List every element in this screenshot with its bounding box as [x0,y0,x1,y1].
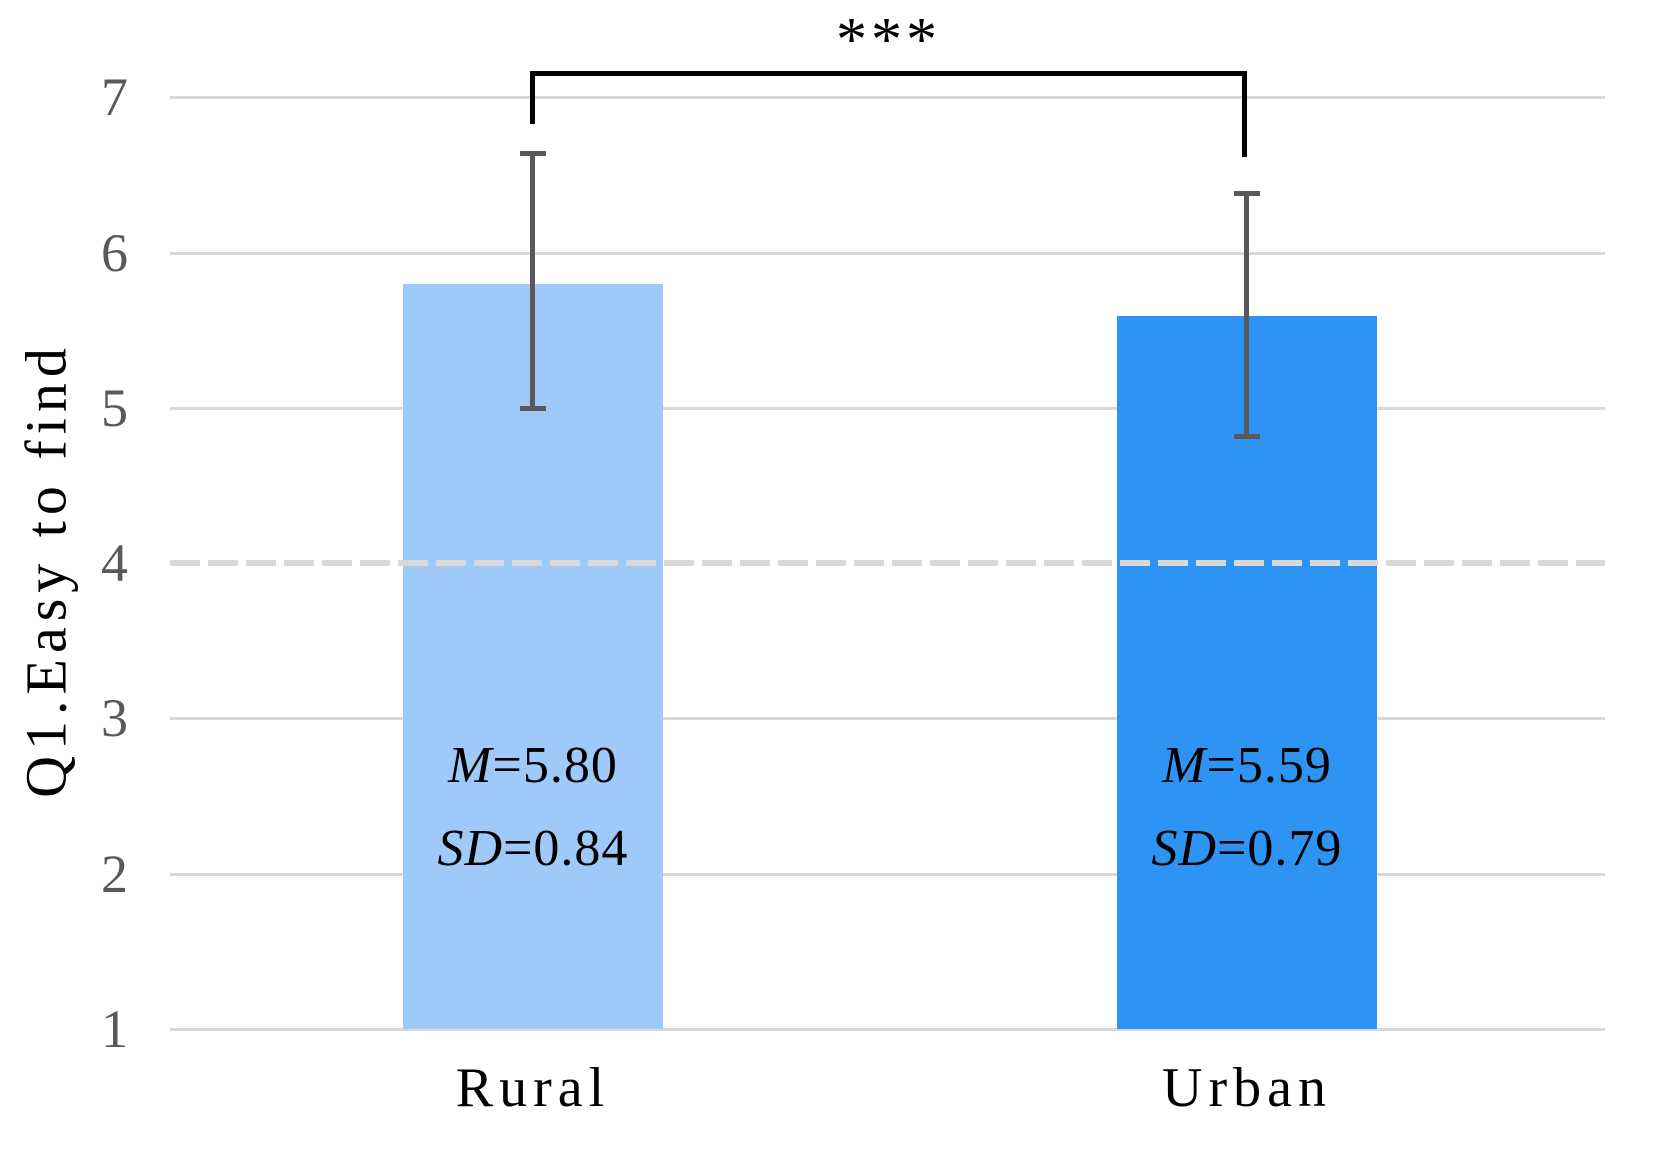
bar-urban-mean-annotation: M=5.59 [1117,738,1377,794]
y-tick-label-1: 1 [101,999,128,1059]
significance-bracket-right-leg [1242,71,1247,157]
bar-rural-sd-annotation: SD=0.84 [403,821,663,877]
gridline-1-baseline [170,1028,1605,1031]
x-label-rural: Rural [455,1057,611,1119]
y-tick-label-5: 5 [101,378,128,438]
bar-urban-sd-annotation: SD=0.79 [1117,821,1377,877]
error-bar-urban-line [1244,193,1249,437]
x-label-urban: Urban [1162,1057,1332,1119]
bar-rural-mean-annotation: M=5.80 [403,738,663,794]
sd-value: =0.79 [1217,820,1343,877]
reference-line-midpoint [170,560,1605,566]
significance-bracket-left-leg [530,71,535,124]
y-tick-label-7: 7 [101,67,128,127]
error-bar-rural-cap-bottom [520,406,546,411]
gridline-7 [170,96,1605,99]
y-tick-label-4: 4 [101,533,128,593]
mean-value: =5.59 [1206,737,1332,794]
error-bar-urban-cap-bottom [1234,434,1260,439]
significance-stars: *** [836,6,941,74]
error-bar-rural-line [530,153,535,409]
significance-bracket-top [530,71,1247,76]
sd-symbol: SD [1151,820,1218,877]
error-bar-rural-cap-top [520,151,546,156]
y-tick-label-3: 3 [101,688,128,748]
mean-symbol: M [1162,737,1207,794]
sd-value: =0.84 [503,820,629,877]
error-bar-urban-cap-top [1234,191,1260,196]
gridline-6 [170,252,1605,255]
y-axis-title: Q1.Easy to find [13,342,79,798]
gridline-3 [170,717,1605,720]
mean-value: =5.80 [492,737,618,794]
gridline-5 [170,407,1605,410]
y-tick-label-6: 6 [101,223,128,283]
sd-symbol: SD [437,820,504,877]
mean-symbol: M [448,737,493,794]
gridline-2 [170,873,1605,876]
y-tick-label-2: 2 [101,844,128,904]
